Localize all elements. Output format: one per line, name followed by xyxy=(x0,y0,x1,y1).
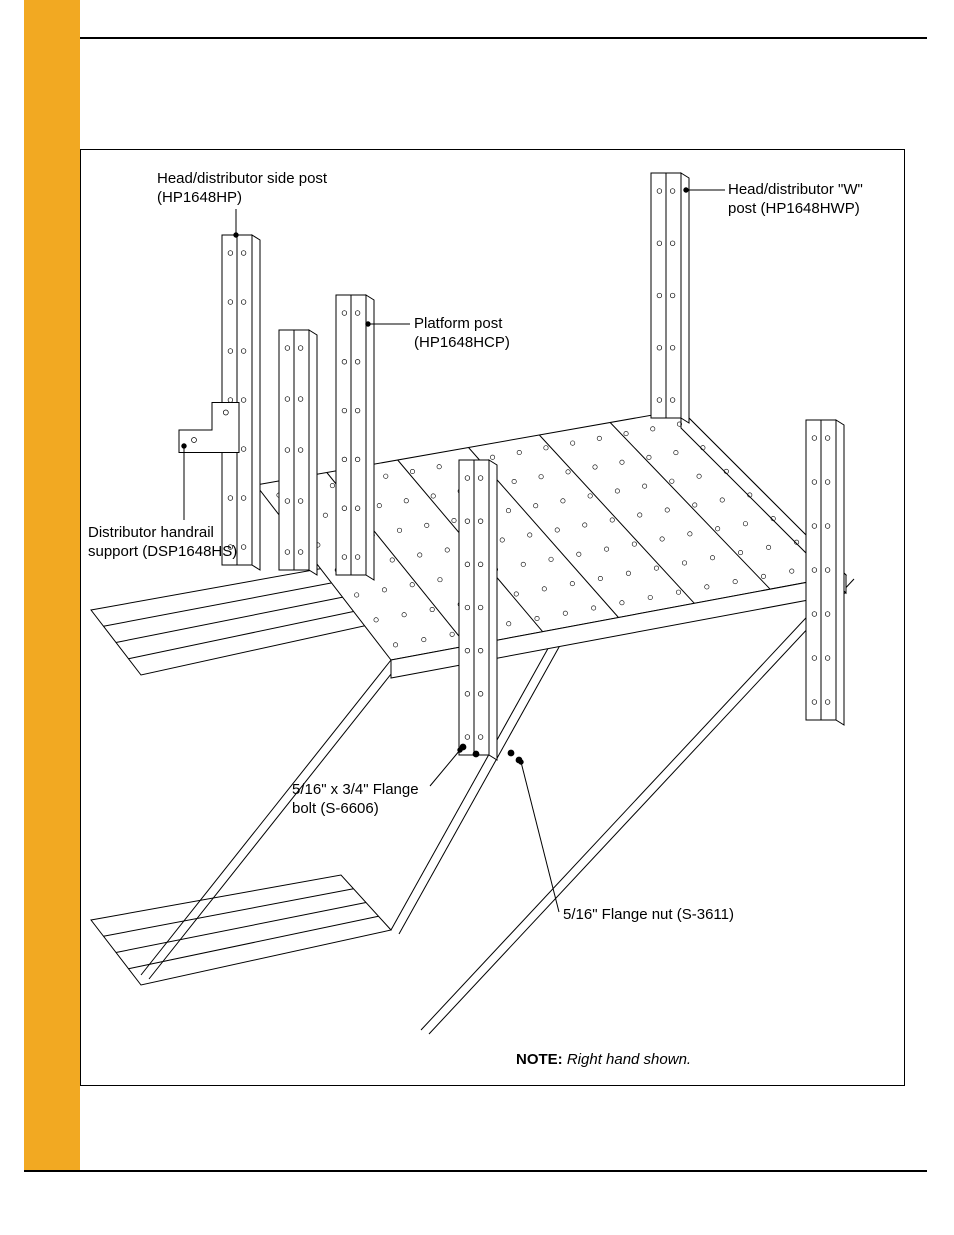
callout-side-post: Head/distributor side post (HP1648HP) xyxy=(157,170,327,208)
figure-frame: Head/distributor side post (HP1648HP) He… xyxy=(80,149,905,1086)
page: Head/distributor side post (HP1648HP) He… xyxy=(0,0,954,1235)
gold-sidebar xyxy=(24,0,80,1171)
figure-note: NOTE: Right hand shown. xyxy=(516,1051,691,1068)
rule-top xyxy=(80,37,927,39)
callout-platform-post: Platform post (HP1648HCP) xyxy=(414,315,510,353)
callout-flange-nut: 5/16" Flange nut (S-3611) xyxy=(563,906,734,925)
callout-w-post: Head/distributor "W" post (HP1648HWP) xyxy=(728,181,863,219)
callout-flange-bolt: 5/16" x 3/4" Flange bolt (S-6606) xyxy=(292,781,419,819)
note-text: Right hand shown. xyxy=(563,1051,691,1068)
rule-bottom xyxy=(24,1170,927,1172)
callout-handrail-support: Distributor handrail support (DSP1648HS) xyxy=(88,524,237,562)
assembly-drawing xyxy=(81,150,906,1087)
note-label: NOTE: xyxy=(516,1051,563,1068)
